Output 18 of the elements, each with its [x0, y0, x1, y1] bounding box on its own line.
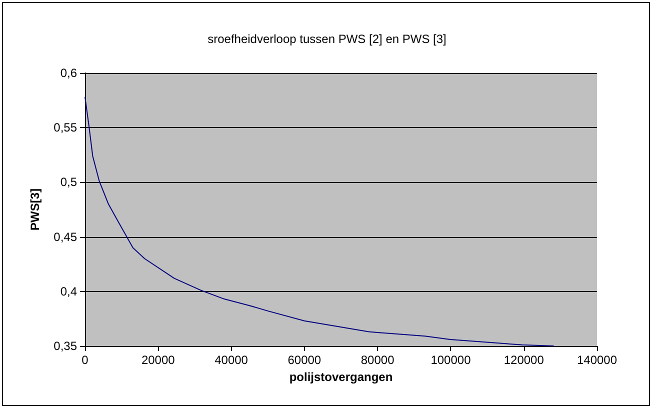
chart-title: sroefheidverloop tussen PWS [2] en PWS [3]	[208, 32, 446, 46]
x-tick-label: 120000	[504, 353, 544, 367]
y-axis-title: PWS[3]	[28, 188, 42, 230]
x-tick-label: 100000	[430, 353, 472, 367]
x-axis-title: polijstovergangen	[289, 370, 393, 384]
x-tick-label: 60000	[288, 353, 322, 367]
x-tick-label: 40000	[214, 353, 248, 367]
x-tick-label: 140000	[576, 353, 618, 367]
y-tick-label: 0,45	[54, 230, 78, 244]
y-tick-label: 0,35	[54, 339, 78, 353]
y-tick-label: 0,55	[54, 120, 78, 135]
y-tick-label: 0,5	[60, 175, 78, 190]
x-tick-label: 20000	[141, 353, 176, 367]
y-tick-label: 0,4	[60, 284, 78, 298]
y-tick-label: 0,6	[60, 66, 78, 80]
line-series	[84, 96, 554, 346]
x-tick-label: 80000	[360, 353, 395, 367]
x-tick-label: 0	[82, 353, 89, 367]
